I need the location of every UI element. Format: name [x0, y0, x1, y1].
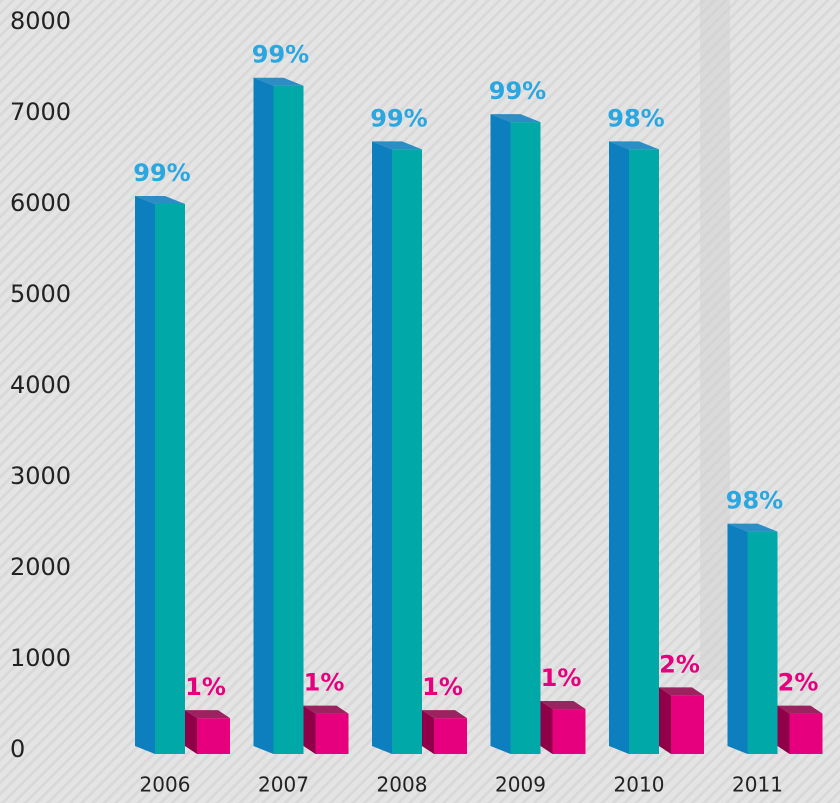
share-label: 2%: [778, 669, 819, 697]
bar: [511, 122, 541, 754]
bar: [790, 714, 823, 754]
bar-side: [541, 701, 553, 754]
bar: [748, 532, 778, 754]
bar: [434, 718, 467, 754]
y-tick-label: 5000: [10, 280, 71, 308]
bar-side: [728, 524, 748, 754]
y-tick-label: 8000: [10, 7, 71, 35]
y-tick-label: 0: [10, 735, 25, 763]
bar: [553, 709, 586, 754]
share-label: 1%: [304, 669, 345, 697]
bar-side: [304, 706, 316, 754]
share-label: 1%: [541, 664, 582, 692]
bar: [671, 695, 704, 754]
bar-side: [609, 141, 629, 754]
share-label: 99%: [133, 159, 190, 187]
y-tick-label: 6000: [10, 189, 71, 217]
x-tick-label: 2006: [140, 773, 191, 797]
bar: [316, 714, 349, 754]
bar: [392, 149, 422, 754]
x-tick-label: 2010: [614, 773, 665, 797]
y-tick-label: 1000: [10, 644, 71, 672]
share-label: 2%: [659, 650, 700, 678]
share-label: 99%: [370, 104, 427, 132]
y-tick-label: 7000: [10, 98, 71, 126]
bar: [197, 718, 230, 754]
bar-side: [135, 196, 155, 754]
share-label: 98%: [607, 104, 664, 132]
y-tick-label: 2000: [10, 553, 71, 581]
y-tick-label: 4000: [10, 371, 71, 399]
x-tick-label: 2008: [377, 773, 428, 797]
bar: [629, 149, 659, 754]
x-tick-label: 2009: [495, 773, 546, 797]
share-label: 98%: [726, 487, 783, 515]
bar-side: [491, 114, 511, 754]
share-label: 1%: [422, 673, 463, 701]
bar-side: [254, 78, 274, 754]
share-label: 99%: [252, 41, 309, 69]
bar-side: [659, 687, 671, 754]
x-tick-label: 2011: [732, 773, 783, 797]
chart: 0 1000 2000 3000 4000 5000 6000 7000 8000 2006 99%…: [0, 0, 840, 803]
bar: [155, 204, 185, 754]
x-tick-label: 2007: [258, 773, 309, 797]
share-label: 99%: [489, 77, 546, 105]
bar-side: [372, 141, 392, 754]
bar-side: [778, 706, 790, 754]
share-label: 1%: [185, 673, 226, 701]
y-tick-label: 3000: [10, 462, 71, 490]
background-building: [700, 0, 730, 680]
bar: [274, 86, 304, 754]
